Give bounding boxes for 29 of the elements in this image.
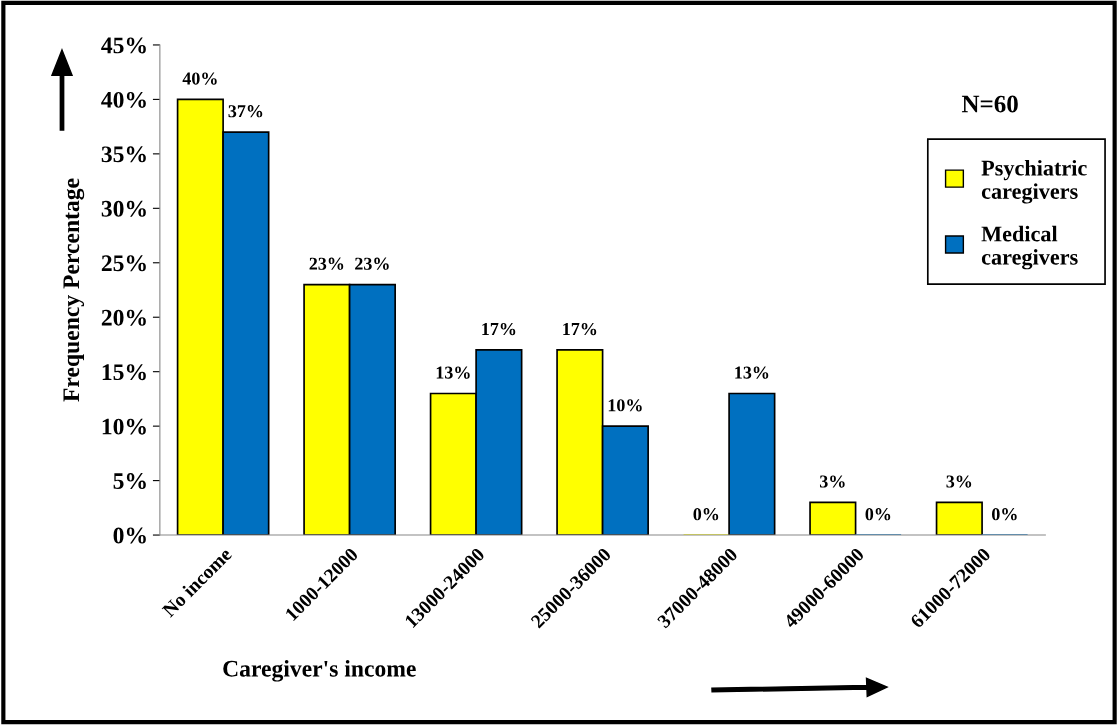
y-tick-label: 40% [101,91,146,108]
data-label: 23% [355,257,389,270]
y-tick-label: 0% [113,527,146,544]
data-label: 0% [693,508,719,521]
data-label: 0% [865,508,891,521]
data-label: 17% [563,322,597,336]
y-tick-label: 5% [113,473,146,490]
data-label: 10% [608,399,642,412]
annotation: N=60 [961,95,1018,113]
y-tick-label: 30% [101,200,146,217]
data-label: 13% [436,366,470,379]
y-tick-label: 45% [101,37,146,54]
y-tick-label: 35% [101,146,146,163]
data-label: 17% [482,322,516,336]
data-label: 0% [992,508,1017,521]
data-label: 37% [228,105,263,118]
y-tick-label: 15% [102,364,146,381]
x-axis-title: Caregiver's income [223,660,416,682]
y-tick-label: 25% [101,255,146,272]
data-label: 23% [309,257,344,270]
y-tick-label: 10% [102,418,146,435]
y-axis-title: Frequency Percentage [63,178,85,402]
legend-label: Medical caregivers [981,225,1078,270]
data-label: 13% [735,366,769,379]
data-label: 3% [946,475,972,488]
data-label: 3% [819,475,845,488]
data-label: 40% [182,72,217,85]
legend-label: Psychiatric caregivers [981,159,1087,204]
y-tick-label: 20% [101,309,146,326]
